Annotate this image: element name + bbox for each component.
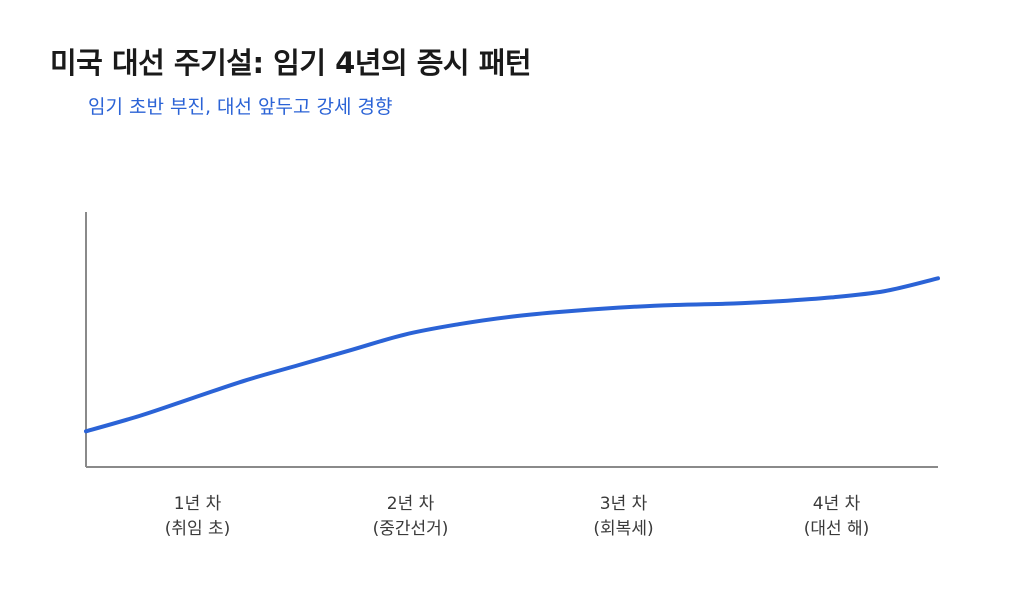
x-tick-label-1-line-2: (취임 초) — [165, 519, 231, 539]
x-tick-label-4-line-2: (대선 해) — [804, 519, 870, 539]
x-tick-label-3-line-2: (회복세) — [593, 519, 653, 539]
x-tick-label-2-line-2: (중간선거) — [373, 519, 449, 539]
x-tick-label-4-line-1: 4년 차 — [813, 494, 861, 514]
x-tick-label-3: 3년 차 (회복세) — [593, 494, 653, 539]
chart-title: 미국 대선 주기설: 임기 4년의 증시 패턴 — [50, 46, 532, 80]
x-tick-label-1: 1년 차 (취임 초) — [165, 494, 231, 539]
chart-subtitle: 임기 초반 부진, 대선 앞두고 강세 경향 — [88, 96, 393, 118]
x-tick-label-3-line-1: 3년 차 — [600, 494, 648, 514]
x-tick-label-2-line-1: 2년 차 — [387, 494, 435, 514]
series-line-1 — [84, 276, 940, 434]
x-tick-label-1-line-1: 1년 차 — [174, 494, 222, 514]
x-tick-label-4: 4년 차 (대선 해) — [804, 494, 870, 539]
x-tick-label-2: 2년 차 (중간선거) — [373, 494, 449, 539]
